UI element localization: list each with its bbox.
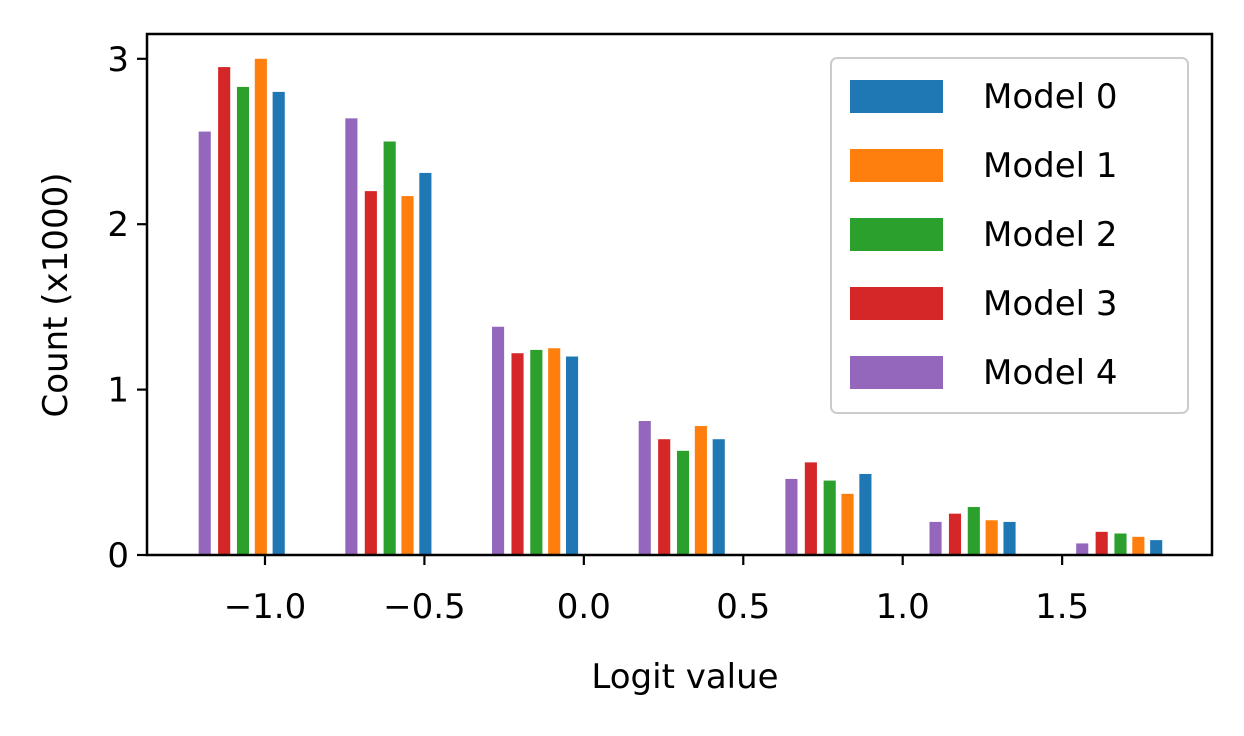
legend-label-model-1: Model 1: [983, 146, 1118, 186]
y-axis-label: Count (x1000): [36, 173, 76, 418]
plot-frame: [145, 32, 1214, 557]
bar-model-2-1: [383, 141, 396, 555]
bar-model-1-1: [401, 196, 414, 555]
bar-model-1-3: [694, 425, 707, 555]
bar-model-2-5: [967, 507, 980, 555]
y-tick-label: 3: [107, 40, 129, 80]
legend: Model 0 Model 1 Model 2 Model 3 Model 4: [830, 57, 1189, 414]
bar-model-1-2: [548, 348, 561, 555]
bar-model-3-6: [1095, 531, 1108, 555]
legend-label-model-4: Model 4: [983, 353, 1118, 393]
bars-layer: [198, 58, 1163, 556]
y-tick-label: 0: [107, 536, 129, 576]
y-tick-label: 2: [107, 205, 129, 245]
bar-model-0-2: [565, 356, 579, 555]
bar-model-4-0: [198, 131, 211, 555]
bar-model-1-0: [254, 58, 267, 556]
bar-model-4-5: [929, 521, 942, 555]
legend-swatch-model-2: [850, 218, 943, 251]
legend-label-model-0: Model 0: [983, 77, 1118, 117]
legend-label-model-3: Model 3: [983, 284, 1118, 324]
bar-model-2-4: [823, 480, 836, 555]
bar-model-0-5: [1003, 521, 1016, 555]
legend-swatch-model-4: [850, 356, 943, 389]
x-tick-label: 0.5: [716, 587, 770, 627]
legend-swatch-model-0: [850, 80, 943, 113]
bar-model-3-4: [804, 462, 817, 555]
bar-model-3-3: [658, 439, 671, 555]
bar-model-3-0: [218, 67, 231, 555]
bar-model-4-4: [785, 478, 798, 555]
x-tick-label: 1.5: [1035, 587, 1089, 627]
bar-model-4-3: [638, 421, 651, 555]
bar-model-4-6: [1076, 543, 1089, 555]
bar-model-2-6: [1114, 533, 1127, 555]
bar-model-2-2: [530, 349, 543, 555]
x-tick-label: −1.0: [224, 587, 307, 627]
bar-model-0-1: [419, 172, 432, 555]
bar-model-0-6: [1150, 540, 1163, 555]
bar-model-1-5: [985, 520, 998, 555]
bar-model-3-2: [511, 353, 524, 555]
bar-model-2-3: [676, 450, 690, 555]
y-tick-label: 1: [107, 371, 129, 411]
legend-label-model-2: Model 2: [983, 215, 1118, 255]
x-axis: −1.0 −0.5 0.0 0.5 1.0 1.5: [224, 555, 1089, 627]
legend-swatch-model-3: [850, 287, 943, 320]
bar-model-0-3: [712, 439, 725, 555]
y-axis: 0 1 2 3: [107, 40, 147, 576]
legend-swatch-model-1: [850, 149, 943, 182]
bar-model-4-2: [492, 326, 505, 555]
bar-model-0-4: [859, 473, 872, 555]
x-tick-label: 0.0: [557, 587, 611, 627]
bar-model-3-1: [364, 191, 377, 555]
bar-model-2-0: [236, 86, 250, 556]
bar-model-0-0: [272, 91, 285, 555]
x-tick-label: −0.5: [383, 587, 466, 627]
bar-model-3-5: [948, 513, 962, 555]
x-tick-label: 1.0: [876, 587, 930, 627]
bar-model-4-1: [345, 118, 358, 555]
legend-box: [830, 57, 1189, 414]
bar-model-1-4: [841, 493, 854, 555]
legend-items: Model 0 Model 1 Model 2 Model 3 Model 4: [850, 77, 1118, 393]
bar-model-1-6: [1132, 536, 1145, 555]
x-axis-label: Logit value: [591, 657, 778, 697]
